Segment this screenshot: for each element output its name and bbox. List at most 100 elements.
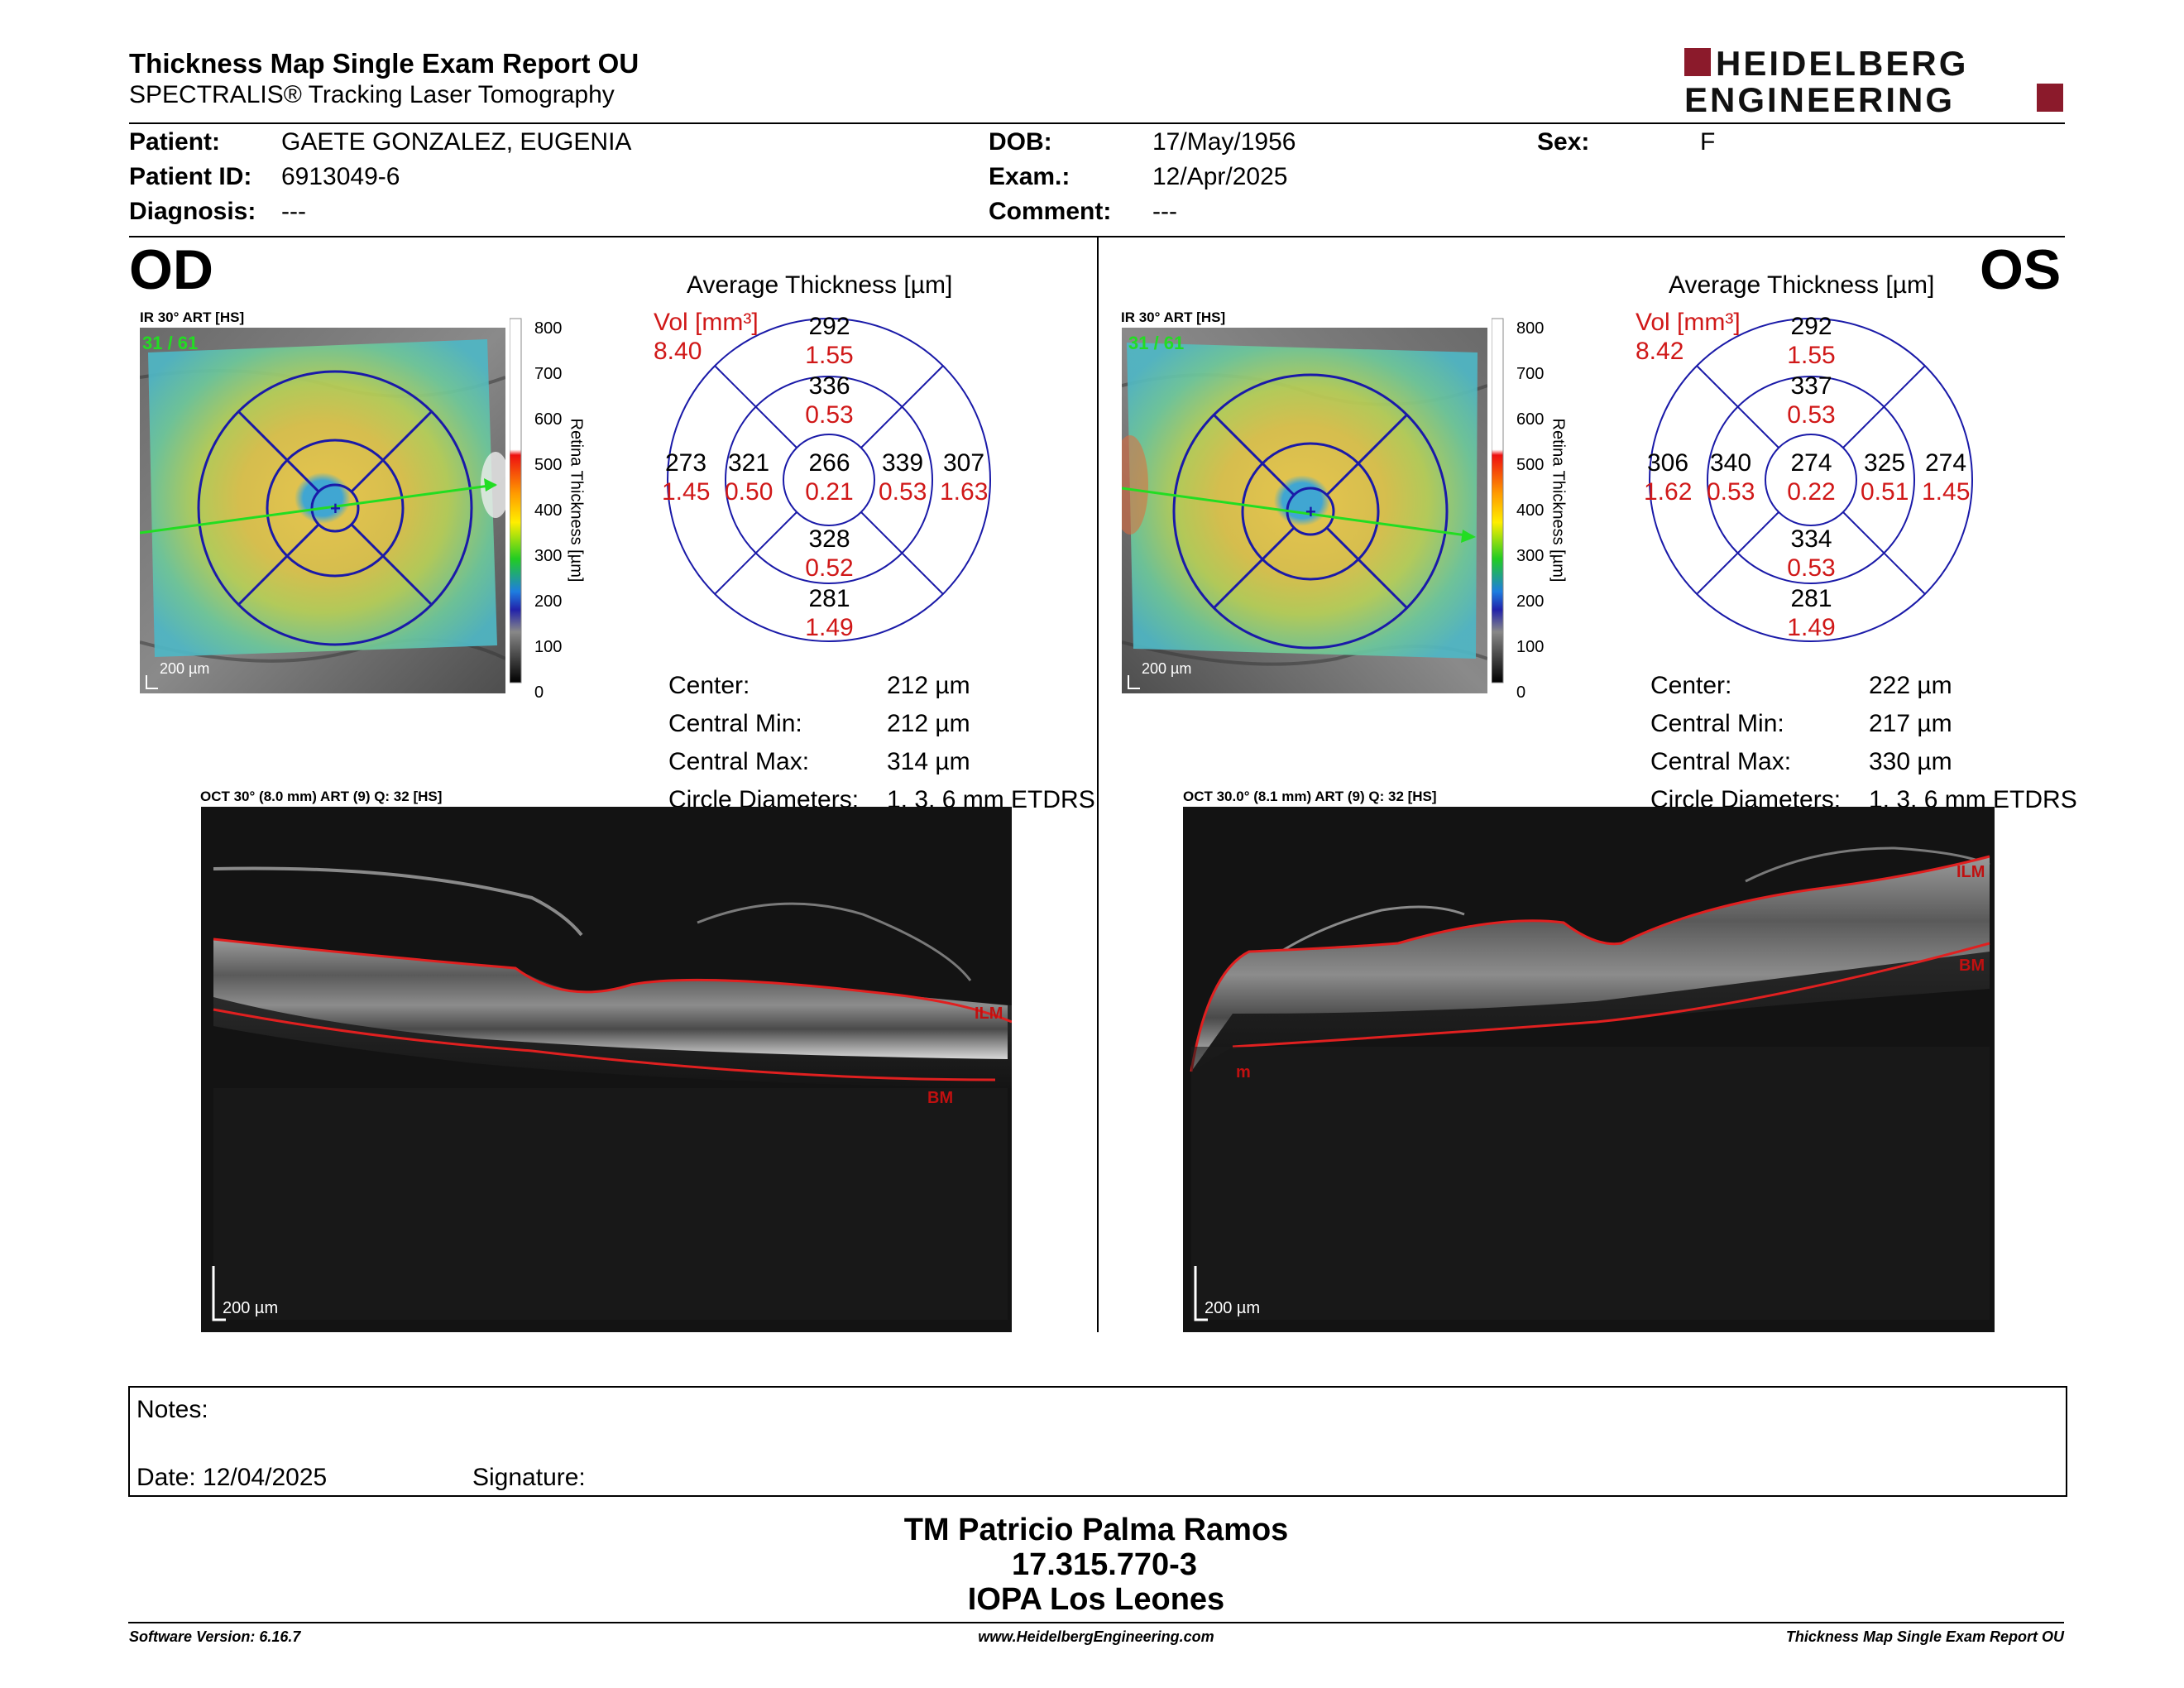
os-outer-right-vol: 1.45	[1922, 478, 1971, 506]
tick-600: 600	[534, 410, 563, 429]
od-outer-inf-vol: 1.49	[805, 614, 854, 641]
diagnosis-value: ---	[281, 198, 306, 225]
od-inner-right: 339	[882, 449, 924, 477]
svg-text:200 µm: 200 µm	[223, 1299, 278, 1317]
od-etdrs-grid	[654, 314, 1005, 645]
os-etdrs-grid	[1636, 314, 1987, 645]
os-avg-title: Average Thickness [µm]	[1669, 271, 1935, 299]
od-stats: Center: 212 µm Central Min: 212 µm Central…	[668, 669, 1095, 821]
os-outer-left-vol: 1.62	[1644, 478, 1693, 506]
svg-text:m: m	[1236, 1063, 1251, 1081]
signatory-institution: IOPA Los Leones	[967, 1582, 1225, 1617]
os-outer-sup: 292	[1790, 313, 1832, 340]
od-oct-bscan: 200 µm ILM BM	[201, 807, 1013, 1332]
os-inner-right: 325	[1864, 449, 1906, 477]
exam-value: 12/Apr/2025	[1152, 163, 1288, 190]
os-outer-inf-vol: 1.49	[1787, 614, 1836, 641]
os-grid-values: 292 1.55 337 0.53 306 1.62 340 0.53 274 …	[1636, 306, 1987, 654]
dob-label: DOB:	[989, 128, 1052, 156]
od-outer-left: 273	[665, 449, 707, 477]
od-inner-left: 321	[728, 449, 770, 477]
os-stats: Center: 222 µm Central Min: 217 µm Central…	[1650, 669, 2077, 821]
os-colorbar-ticks: 800 700 600 500 400 300 200 100 0	[1516, 306, 1544, 716]
od-center-vol: 0.21	[805, 478, 854, 506]
od-grid-values: 292 1.55 336 0.53 273 1.45 321 0.50 266 …	[654, 306, 1005, 654]
tick-700: 700	[1516, 365, 1545, 383]
os-inner-sup: 337	[1790, 372, 1832, 400]
notes-box[interactable]: Notes: Date: 12/04/2025 Signature:	[128, 1386, 2067, 1497]
svg-text:200 µm: 200 µm	[160, 660, 209, 677]
signatory-id: 17.315.770-3	[1012, 1547, 1197, 1582]
od-vol-label: Vol [mm³]	[654, 309, 759, 336]
os-outer-inf: 281	[1790, 585, 1832, 612]
od-inner-inf: 328	[808, 525, 850, 553]
svg-text:BM: BM	[1959, 957, 1985, 975]
svg-text:HEIDELBERG: HEIDELBERG	[1716, 45, 1968, 83]
os-oct-bscan: 200 µm ILM BM m	[1183, 807, 1995, 1332]
od-oct-caption: OCT 30° (8.0 mm) ART (9) Q: 32 [HS]	[200, 789, 443, 804]
sex-label: Sex:	[1537, 128, 1590, 156]
svg-text:31 / 61: 31 / 61	[1128, 333, 1184, 353]
os-center-vol: 0.22	[1787, 478, 1836, 506]
od-stat-label: Central Min:	[668, 710, 802, 737]
od-outer-inf: 281	[808, 585, 850, 612]
od-eye-label: OD	[129, 238, 213, 301]
od-colorbar	[509, 310, 609, 691]
od-vol-value: 8.40	[654, 338, 702, 365]
svg-text:BM: BM	[927, 1089, 953, 1107]
os-stat-value: 330 µm	[1869, 748, 1952, 775]
tick-100: 100	[1516, 638, 1545, 656]
tick-500: 500	[534, 456, 563, 474]
tick-400: 400	[1516, 501, 1545, 520]
tick-300: 300	[1516, 547, 1545, 565]
svg-text:200 µm: 200 µm	[1142, 660, 1191, 677]
os-stat-value: 222 µm	[1869, 672, 1952, 699]
tick-400: 400	[534, 501, 563, 520]
diagnosis-label: Diagnosis:	[129, 198, 256, 225]
od-inner-inf-vol: 0.52	[805, 554, 854, 582]
signatory-name: TM Patricio Palma Ramos	[903, 1513, 1289, 1547]
os-outer-left: 306	[1647, 449, 1689, 477]
footer-report-title: Thickness Map Single Exam Report OU	[1785, 1628, 2064, 1645]
website-link[interactable]: www.HeidelbergEngineering.com	[978, 1628, 1214, 1645]
od-outer-right-vol: 1.63	[940, 478, 989, 506]
software-version: Software Version: 6.16.7	[129, 1628, 301, 1645]
svg-text:ILM: ILM	[1956, 863, 1985, 881]
patient-label: Patient:	[129, 128, 221, 156]
os-inner-right-vol: 0.51	[1861, 478, 1909, 506]
svg-text:ILM: ILM	[975, 1005, 1003, 1023]
os-vol-value: 8.42	[1636, 338, 1684, 365]
os-inner-inf: 334	[1790, 525, 1832, 553]
os-oct-caption: OCT 30.0° (8.1 mm) ART (9) Q: 32 [HS]	[1183, 789, 1437, 804]
notes-date: Date: 12/04/2025	[136, 1464, 328, 1491]
od-colorbar-label: Retina Thickness [µm]	[567, 418, 586, 583]
exam-label: Exam.:	[989, 163, 1070, 190]
tick-200: 200	[1516, 592, 1545, 611]
od-thickness-map: + 31 / 61 200 µm	[139, 328, 510, 693]
tick-0: 0	[534, 683, 544, 702]
od-vol: Vol [mm³] 8.40	[654, 308, 759, 366]
os-thickness-map: + 31 / 61 200 µm	[1112, 328, 1488, 693]
od-outer-right: 307	[943, 449, 985, 477]
os-inner-inf-vol: 0.53	[1787, 554, 1836, 582]
od-outer-sup: 292	[808, 313, 850, 340]
tick-300: 300	[534, 547, 563, 565]
od-ir-caption: IR 30° ART [HS]	[140, 309, 245, 325]
tick-500: 500	[1516, 456, 1545, 474]
os-eye-label: OS	[1980, 238, 2062, 301]
os-colorbar	[1491, 310, 1591, 691]
os-center: 274	[1790, 449, 1832, 477]
sex-value: F	[1700, 128, 1716, 156]
os-vol: Vol [mm³] 8.42	[1636, 308, 1741, 366]
os-stat-value: 217 µm	[1869, 710, 1952, 737]
svg-text:31 / 61: 31 / 61	[142, 333, 198, 353]
tick-100: 100	[534, 638, 563, 656]
report-subtitle: SPECTRALIS® Tracking Laser Tomography	[129, 81, 615, 108]
tick-0: 0	[1516, 683, 1526, 702]
report-title: Thickness Map Single Exam Report OU	[129, 48, 639, 79]
tick-200: 200	[534, 592, 563, 611]
os-inner-left: 340	[1710, 449, 1752, 477]
os-stat-label: Central Max:	[1650, 748, 1792, 775]
notes-label: Notes:	[136, 1396, 208, 1423]
tick-800: 800	[534, 319, 563, 338]
